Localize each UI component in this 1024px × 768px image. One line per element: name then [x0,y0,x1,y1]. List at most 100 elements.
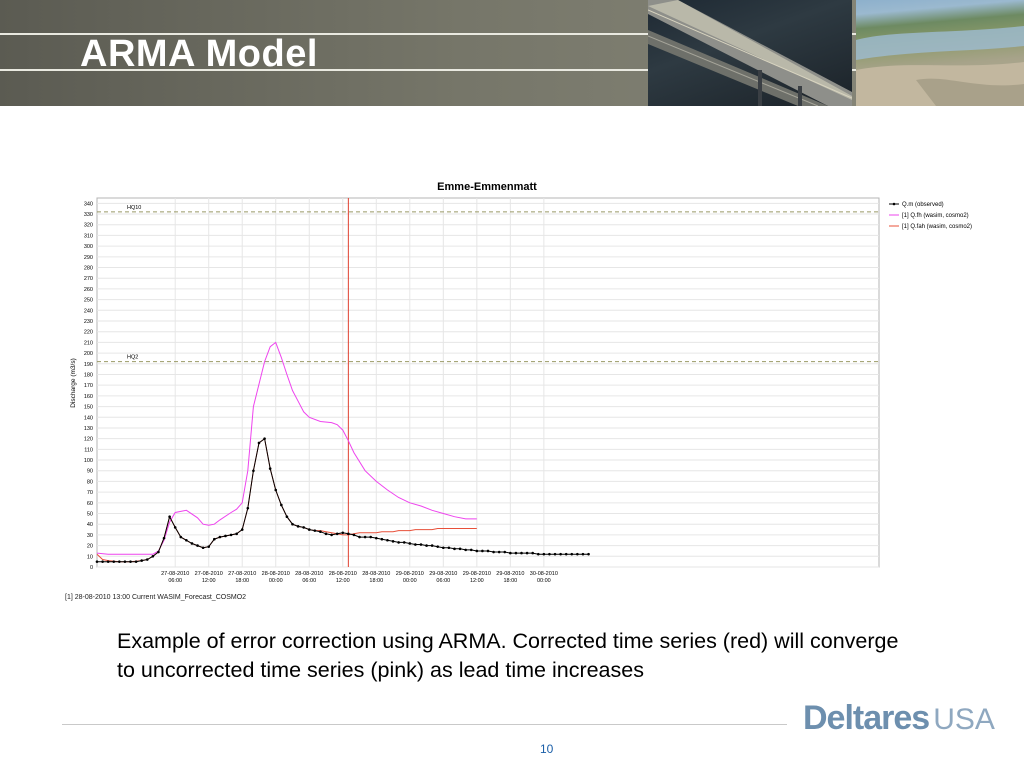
series-point [514,551,518,555]
x-tick-label: 18:00 [503,578,517,584]
series-point [397,541,400,544]
series-point [263,437,266,440]
x-tick-label: 18:00 [369,578,383,584]
series-line [96,341,477,555]
landscape-photo [856,0,1024,106]
y-tick-label: 70 [87,490,93,496]
series-point [581,552,585,556]
x-tick-label: 18:00 [235,578,249,584]
y-tick-label: 40 [87,522,93,528]
y-tick-label: 270 [84,276,93,282]
series-point [285,515,289,519]
series-point [576,552,579,556]
series-point [185,538,188,542]
series-point [296,525,300,528]
y-tick-label: 310 [84,233,93,239]
plot-area [96,197,880,568]
series-point [157,550,160,554]
deltares-logo: Deltares USA [803,699,995,738]
y-tick-label: 250 [84,298,93,304]
x-tick-label: 29-08-2010 [463,571,491,577]
series-point [419,543,423,546]
chart-title: Emme-Emmenmatt [437,181,537,193]
series-point [201,546,205,550]
y-tick-label: 130 [84,426,93,432]
y-tick-label: 260 [84,287,93,293]
y-tick-label: 120 [84,437,93,443]
y-tick-label: 290 [84,255,93,261]
y-tick-label: 160 [84,394,93,400]
series-point [291,522,294,526]
series-point [363,535,367,539]
series-point [313,529,317,532]
legend-entry: Q.m (observed) [902,202,944,208]
series-point [134,560,138,563]
series-point [280,503,283,507]
x-tick-label: 30-08-2010 [530,571,558,577]
x-tick-label: 27-08-2010 [161,571,189,577]
series-point [481,549,484,553]
y-tick-label: 110 [84,447,93,453]
x-tick-label: 06:00 [168,578,182,584]
x-tick-label: 06:00 [302,578,316,584]
x-tick-label: 28-08-2010 [362,571,390,577]
slide-title: ARMA Model [80,33,318,75]
series-point [469,548,473,552]
y-tick-label: 0 [90,565,93,571]
series-point [196,544,199,547]
series-point [531,551,534,555]
series-point [369,535,373,539]
series-point [436,545,440,548]
series-point [564,552,568,556]
series-point [168,515,171,519]
series-point [207,545,211,548]
y-tick-label: 140 [84,415,93,421]
x-tick-label: 12:00 [470,578,484,584]
x-tick-label: 00:00 [269,578,283,584]
series-point [352,533,356,537]
legend-entry: [1] Q.fah (wasim, cosmo2) [902,224,972,230]
y-tick-label: 180 [84,372,93,378]
page-number: 10 [540,742,554,756]
series-point [106,560,110,563]
series-point [224,534,227,538]
x-tick-label: 12:00 [336,578,350,584]
discharge-chart: Emme-Emmenmatt HQ10 HQ2 0 10 20 30 40 50 60 70 80… [65,181,972,601]
series-point [229,533,233,537]
slide-caption: Example of error correction using ARMA. … [117,629,899,682]
y-tick-label: 170 [84,383,93,389]
x-tick-label: 12:00 [202,578,216,584]
grid [97,198,879,568]
legend-entry: [1] Q.fh (wasim, cosmo2) [902,213,969,219]
series [95,341,590,563]
series-point [548,552,551,556]
logo-suffix: USA [933,703,995,736]
series-point [391,540,395,543]
series-point [587,552,590,556]
series-point [140,559,143,562]
series-point [347,532,350,536]
axes: 0 10 20 30 40 50 60 70 80 90 100 110 120 130 140 150 160… [84,201,558,584]
logo-main: Deltares [803,699,930,737]
series-point [570,552,574,556]
series-point [252,469,255,473]
series-point [162,536,166,540]
series-point [475,549,479,553]
chart-container: Emme-Emmenmatt HQ10 HQ2 0 10 20 30 40 50 60 70 80… [62,174,1002,604]
series-point [246,506,250,510]
series-point [324,532,328,536]
y-tick-label: 300 [84,244,93,250]
threshold-label: HQ2 [127,355,138,361]
y-tick-label: 80 [87,479,93,485]
series-point [497,550,501,554]
series-point [386,538,389,542]
y-tick-label: 340 [84,201,93,207]
series-point [486,549,490,553]
legend: Q.m (observed) [1] Q.fh (wasim, cosmo2) [1… [889,202,972,230]
x-tick-label: 27-08-2010 [228,571,256,577]
series-point [257,441,261,445]
series-point [408,542,412,545]
forecast-note: [1] 28-08-2010 13:00 Current WASIM_Forec… [65,594,246,601]
header-rule-bottom [0,69,1024,71]
series-point [123,560,127,563]
